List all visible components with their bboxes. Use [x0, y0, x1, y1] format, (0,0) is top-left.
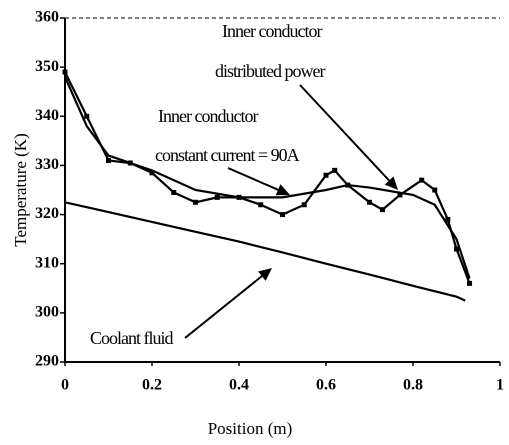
arrow-head [275, 184, 290, 196]
marker [445, 216, 451, 222]
x-axis-label: Position (m) [208, 419, 293, 438]
y-tick-label: 340 [35, 107, 59, 124]
arrow-shaft [299, 84, 390, 182]
marker [84, 113, 90, 119]
x-tick-label: 0.4 [229, 377, 249, 394]
y-tick-label: 290 [35, 353, 59, 370]
marker [106, 158, 111, 164]
marker [397, 192, 403, 198]
arrow-head [384, 176, 398, 190]
x-tick-label: 0 [61, 377, 69, 394]
arrow-shaft [184, 275, 263, 339]
annotation: distributed power [215, 61, 325, 81]
x-tick-label: 1 [496, 377, 504, 394]
annotation: Coolant fluid [90, 328, 173, 348]
y-tick-label: 320 [35, 205, 59, 222]
marker [62, 69, 68, 75]
marker [171, 189, 177, 195]
marker [193, 199, 198, 205]
arrow-head [258, 268, 272, 281]
marker [367, 199, 372, 205]
marker [467, 280, 473, 286]
arrow-shaft [227, 167, 279, 191]
x-tick-label: 0.8 [403, 377, 423, 394]
marker [454, 246, 459, 252]
series-line [64, 71, 471, 284]
x-tick-label: 0.6 [316, 377, 336, 394]
y-tick-label: 300 [35, 304, 59, 321]
marker [280, 212, 285, 218]
marker [323, 172, 329, 178]
annotation: Inner conductor [158, 106, 258, 126]
marker [258, 202, 264, 208]
marker [419, 177, 425, 183]
marker [380, 207, 386, 213]
y-tick-label: 330 [35, 156, 59, 173]
x-tick-label: 0.2 [142, 377, 162, 394]
y-tick-label: 360 [35, 9, 59, 26]
y-tick-label: 350 [35, 58, 59, 75]
y-axis-label: Temperature (K) [11, 133, 30, 247]
annotation: constant current = 90A [155, 145, 300, 165]
annotation: Inner conductor [222, 21, 322, 41]
marker [301, 202, 307, 208]
marker [214, 194, 220, 200]
y-tick-label: 310 [35, 254, 59, 271]
marker [149, 170, 155, 176]
marker [432, 187, 438, 193]
marker [332, 167, 338, 173]
series-line [63, 76, 471, 279]
series-line [64, 201, 466, 302]
